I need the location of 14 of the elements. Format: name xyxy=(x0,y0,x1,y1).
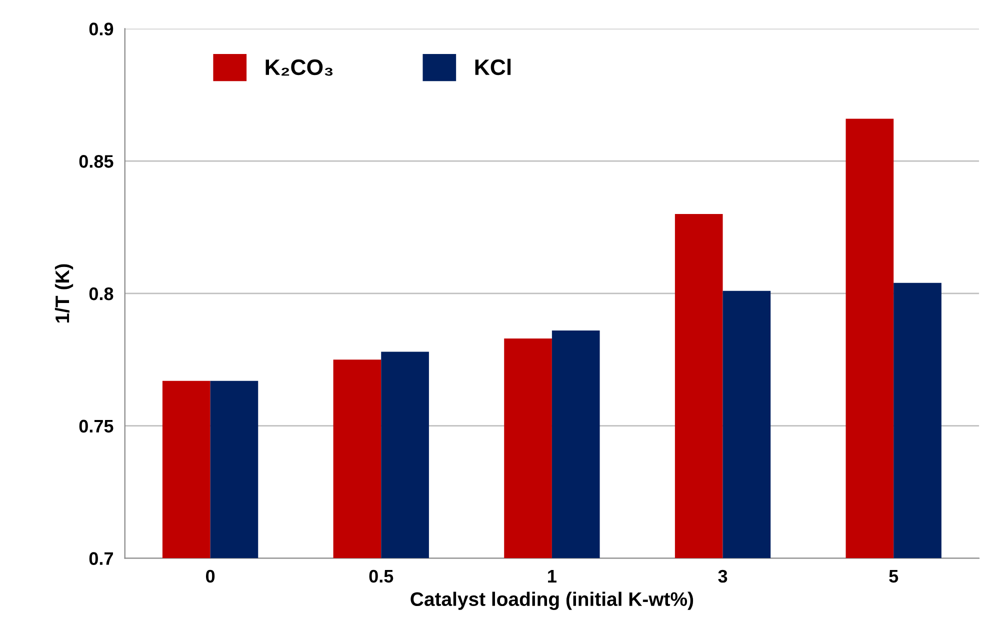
x-tick-label: 0.5 xyxy=(369,570,394,583)
y-tick-label: 0.85 xyxy=(79,155,114,168)
x-tick-label: 1 xyxy=(548,570,556,582)
y-tick-label: 0.7 xyxy=(89,552,113,565)
x-tick-label: 3 xyxy=(718,570,728,583)
y-tick-label: 0.75 xyxy=(79,420,114,433)
x-axis-title: Catalyst loading (initial K-wt%) xyxy=(410,592,694,610)
y-tick-label: 0.9 xyxy=(89,22,114,36)
y-tick-label: 0.8 xyxy=(89,287,114,300)
y-axis-title: 1/T (K) xyxy=(54,264,74,322)
legend-label: KCl xyxy=(475,58,511,76)
legend-label: K₂CO₃ xyxy=(266,59,333,76)
x-tick-label: 0 xyxy=(206,570,215,583)
x-tick-label: 5 xyxy=(889,570,898,583)
